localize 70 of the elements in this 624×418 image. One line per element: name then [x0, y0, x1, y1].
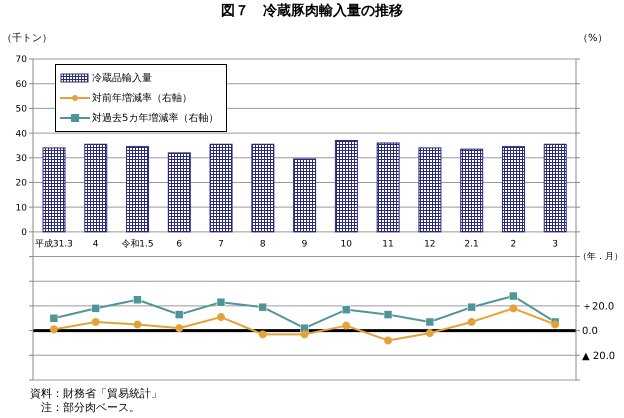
x-tick-label: 9: [302, 239, 308, 250]
point: [468, 318, 476, 326]
point: [175, 324, 184, 332]
bar: [126, 146, 150, 232]
x-tick-label: 10: [340, 239, 352, 250]
x-tick-label: 平成31.3: [34, 238, 73, 250]
x-axis-title: （年．月）: [578, 250, 623, 263]
y-axis-title: （千トン）: [2, 32, 52, 45]
y-tick-label: 0: [21, 228, 28, 238]
bar: [418, 147, 442, 232]
legend-label: 冷蔵品輸入量: [92, 72, 152, 85]
point: [467, 302, 476, 312]
y2-tick-label: ＋20.0: [582, 301, 614, 312]
point: [342, 305, 351, 314]
y-tick-label: 10: [16, 203, 28, 214]
point: [258, 330, 267, 338]
bar: [334, 140, 358, 232]
point: [509, 304, 518, 312]
bar: [168, 152, 191, 232]
point: [216, 313, 225, 322]
x-tick-label: 令和1.5: [121, 238, 154, 250]
point: [50, 325, 58, 334]
x-tick-label: 2: [510, 239, 516, 250]
x-tick-label: 4: [92, 239, 99, 250]
point: [216, 298, 226, 306]
x-tick-label: 7: [218, 239, 224, 250]
legend-label: 対前年増減率（右軸）: [92, 92, 192, 105]
point: [174, 310, 184, 319]
point: [426, 318, 434, 326]
y-tick-label: 40: [16, 129, 28, 140]
text: 資料：財務省「貿易統計」: [30, 386, 162, 401]
bar: [251, 144, 274, 232]
bar: [502, 146, 525, 232]
text: 注：部分肉ベース。: [40, 400, 140, 415]
bar: [84, 144, 108, 232]
y2-tick-label: 0.0: [582, 326, 598, 338]
point: [300, 330, 308, 338]
y2-tick-label: ▲ 20.0: [582, 350, 616, 362]
point: [551, 320, 560, 328]
point: [50, 314, 58, 323]
point: [92, 318, 100, 326]
point: [133, 320, 142, 328]
y-tick-label: 70: [16, 55, 28, 66]
x-tick-label: 12: [424, 239, 436, 250]
bar: [293, 158, 316, 232]
y-tick-label: 50: [16, 104, 28, 115]
point: [91, 304, 100, 313]
x-tick-label: 3: [552, 239, 558, 250]
bar: [376, 142, 400, 232]
point: [258, 302, 267, 312]
y-tick-label: 20: [16, 178, 28, 189]
y-tick-label: 60: [16, 80, 28, 90]
bar: [544, 144, 567, 232]
x-tick-label: 6: [176, 239, 182, 250]
legend-label: 対過去5カ年増減率（右軸）: [92, 112, 218, 125]
bar: [42, 147, 66, 232]
bar: [460, 148, 484, 232]
x-tick-label: 2.1: [464, 239, 479, 250]
x-tick-label: 11: [382, 239, 394, 250]
chart-title: 図７ 冷蔵豚肉輸入量の推移: [220, 2, 404, 20]
x-tick-label: 8: [260, 239, 266, 250]
point: [384, 336, 392, 344]
point: [384, 310, 392, 319]
y2-axis-title: （%）: [578, 32, 608, 45]
point: [509, 292, 518, 300]
bar: [210, 144, 233, 232]
point: [342, 322, 350, 330]
y-tick-label: 30: [16, 154, 28, 164]
point: [133, 296, 142, 304]
point: [426, 329, 434, 338]
